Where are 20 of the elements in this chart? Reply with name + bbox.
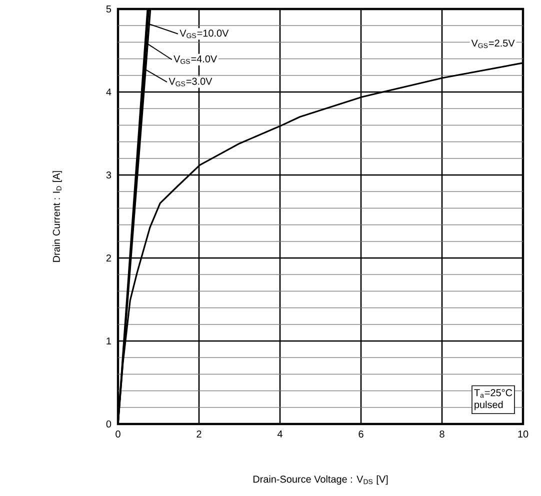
y-tick-label: 3 <box>106 171 112 179</box>
legend-label: V$_{GS}$=3.0V <box>168 78 212 86</box>
x-tick-label: 0 <box>116 430 120 438</box>
y-tick-label: 4 <box>106 88 112 96</box>
y-tick-label: 0 <box>106 420 112 428</box>
y-tick-label: 2 <box>106 254 111 262</box>
y-tick-label: 5 <box>106 6 112 12</box>
annotation: T$_{a}$=25°C <box>474 389 512 398</box>
x-tick-label: 4 <box>277 430 282 438</box>
text: V$_{GS}$=4.0V <box>174 55 218 64</box>
y-tick-label: 1 <box>106 338 111 344</box>
legend-label: V$_{GS}$=10.0V <box>180 30 229 38</box>
x-tick-label: 10 <box>518 430 528 438</box>
x-tick-label: 6 <box>358 430 364 438</box>
annotation: pulsed <box>474 400 503 410</box>
x-axis-title: Drain-Source Voltage : V$_{DS}$ [V] <box>253 475 388 485</box>
x-tick-label: 2 <box>196 430 202 438</box>
series-label: V$_{GS}$=2.5V <box>471 40 515 48</box>
x-tick-label: 8 <box>440 430 444 438</box>
y-axis-title: Drain Current : I$_{D}$ [A] <box>52 171 62 262</box>
